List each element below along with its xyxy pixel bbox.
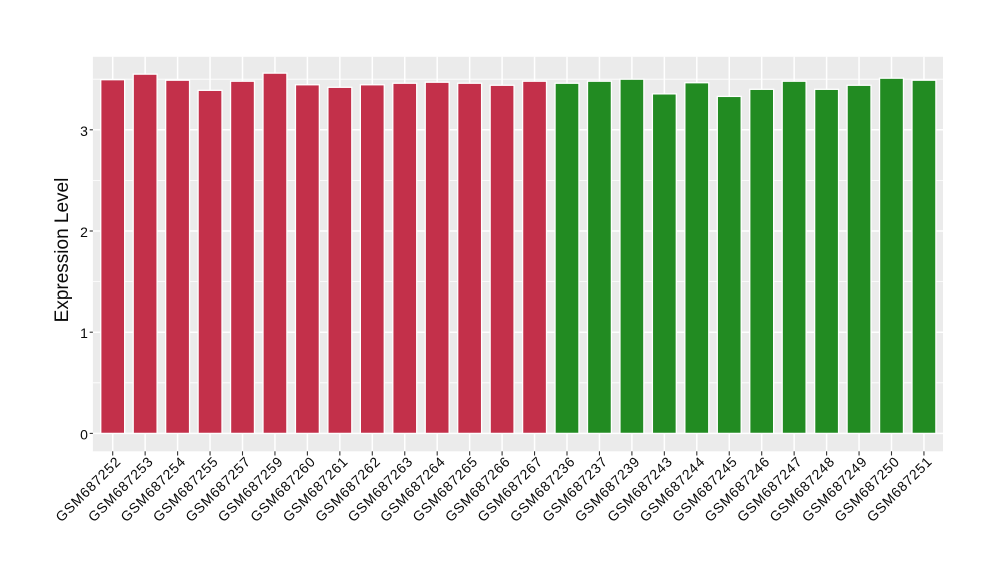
svg-text:1: 1 bbox=[80, 325, 88, 341]
svg-text:Expression Level: Expression Level bbox=[52, 178, 73, 323]
svg-text:2: 2 bbox=[80, 224, 88, 240]
svg-text:0: 0 bbox=[80, 426, 88, 442]
svg-text:3: 3 bbox=[80, 123, 88, 139]
